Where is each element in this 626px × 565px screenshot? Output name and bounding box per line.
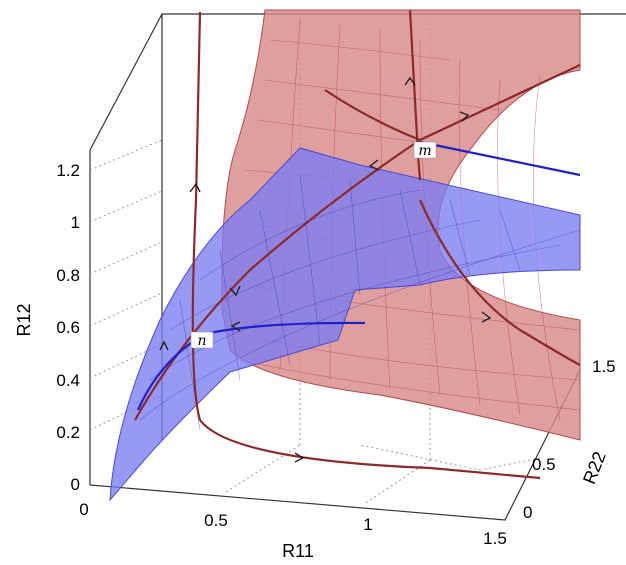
point-n: n xyxy=(190,331,214,349)
x-axis-title: R11 xyxy=(282,541,314,561)
x-tick-label: 1 xyxy=(363,515,372,534)
y-tick-label: 1 xyxy=(71,213,80,232)
y-tick-label: 1.2 xyxy=(56,161,80,180)
red-trajectory-upper xyxy=(324,89,421,142)
x-tick-label: 0 xyxy=(79,500,88,519)
x-tick-label: 1.5 xyxy=(483,529,507,548)
y-tick-label: 0.2 xyxy=(56,423,80,442)
x-tick-labels: 0 0.5 1 1.5 xyxy=(79,500,507,548)
z-tick-label: 0 xyxy=(523,503,532,522)
y-tick-label: 0.6 xyxy=(56,318,80,337)
red-trajectories xyxy=(134,9,581,480)
trajectory-arrows xyxy=(159,76,492,463)
red-trajectory-diagonal xyxy=(134,64,581,421)
blue-trajectory-right xyxy=(419,140,581,177)
x-tick-label: 0.5 xyxy=(204,511,228,530)
point-m-label: m xyxy=(418,143,431,159)
y-tick-label: 0 xyxy=(71,475,80,494)
z-tick-label: 0.5 xyxy=(532,455,556,474)
red-trajectory-vertical-left xyxy=(191,11,541,480)
z-tick-labels: 0 0.5 1.5 xyxy=(523,357,616,522)
y-tick-label: 0.4 xyxy=(56,371,80,390)
y-axis-title: R12 xyxy=(14,303,34,336)
y-tick-labels: 0 0.2 0.4 0.6 0.8 1 1.2 xyxy=(56,161,80,494)
red-trajectory-lower-right xyxy=(418,199,581,366)
z-tick-label: 1.5 xyxy=(592,357,616,376)
point-m: m xyxy=(413,141,437,159)
point-n-label: n xyxy=(197,333,206,349)
blue-surface xyxy=(109,147,581,502)
y-tick-label: 0.8 xyxy=(56,266,80,285)
z-axis-title: R22 xyxy=(579,449,610,487)
